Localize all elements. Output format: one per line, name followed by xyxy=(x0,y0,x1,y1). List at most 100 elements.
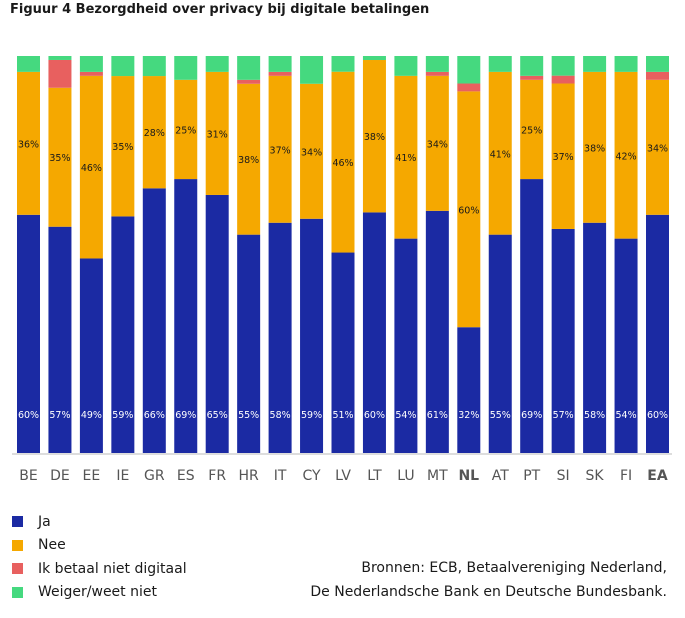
bar-fi-nee xyxy=(614,71,638,239)
x-tick-label-fr: FR xyxy=(208,468,226,484)
bar-ee-ik-betaal-niet-digitaal xyxy=(79,71,103,76)
x-tick-label-be: BE xyxy=(19,468,37,484)
x-tick-label-es: ES xyxy=(177,468,195,484)
bar-lv-ja xyxy=(331,252,355,453)
legend-label-weiger: Weiger/weet niet xyxy=(38,584,157,601)
bar-ea-nee xyxy=(646,79,669,215)
data-label-fi-ja: 54% xyxy=(615,410,636,421)
data-label-nl-ja: 32% xyxy=(458,410,479,421)
data-label-ie-ja: 59% xyxy=(112,410,133,421)
x-tick-label-lt: LT xyxy=(367,468,382,484)
bar-gr-nee xyxy=(142,76,166,189)
data-label-ee-ja: 49% xyxy=(81,410,102,421)
data-label-hr-ja: 55% xyxy=(238,410,259,421)
legend-label-niet-digitaal: Ik betaal niet digitaal xyxy=(38,560,187,577)
bar-at-ja xyxy=(488,234,512,453)
bar-ie-nee xyxy=(111,76,135,217)
bar-it-weiger-weet-niet xyxy=(268,56,292,72)
x-tick-label-sk: SK xyxy=(586,468,605,484)
bar-nl-weiger-weet-niet xyxy=(457,56,481,84)
data-label-si-ja: 57% xyxy=(553,410,574,421)
x-tick-label-cy: CY xyxy=(303,468,322,484)
data-label-it-nee: 37% xyxy=(270,145,291,156)
legend-item-nee: Nee xyxy=(12,534,187,558)
data-label-it-ja: 58% xyxy=(270,410,291,421)
bar-pt-nee xyxy=(520,79,544,180)
data-label-gr-ja: 66% xyxy=(144,410,165,421)
bar-ea-ik-betaal-niet-digitaal xyxy=(646,71,669,80)
bar-mt-ja xyxy=(425,210,449,453)
bar-pt-ik-betaal-niet-digitaal xyxy=(520,75,544,80)
x-tick-label-nl: NL xyxy=(458,468,479,484)
data-label-ee-nee: 46% xyxy=(81,163,102,174)
bar-cy-ja xyxy=(300,218,324,453)
bar-de-weiger-weet-niet xyxy=(48,56,72,60)
bar-de-ja xyxy=(48,226,72,453)
bar-hr-weiger-weet-niet xyxy=(237,56,261,80)
bar-nl-ja xyxy=(457,327,481,453)
bar-hr-nee xyxy=(237,83,261,235)
bar-lv-weiger-weet-niet xyxy=(331,56,355,72)
stacked-bar-chart: 60% 36% 57% 35% 49% 46% 59% 35% 66% 28% 69% 25% 65% 3… xyxy=(12,56,672,484)
data-label-ea-ja: 60% xyxy=(647,410,668,421)
bar-nl-nee xyxy=(457,91,481,328)
legend-swatch-ja xyxy=(12,516,23,528)
bar-ee-ja xyxy=(79,258,103,453)
bar-fi-weiger-weet-niet xyxy=(614,56,638,72)
bar-be-ja xyxy=(17,214,40,453)
bar-fr-weiger-weet-niet xyxy=(205,56,229,72)
bar-fi-ja xyxy=(614,238,638,453)
data-label-cy-nee: 34% xyxy=(301,147,322,158)
chart-title: Figuur 4 Bezorgdheid over privacy bij di… xyxy=(10,2,430,17)
data-label-be-nee: 36% xyxy=(18,139,39,150)
bar-si-weiger-weet-niet xyxy=(551,56,575,76)
bar-sk-nee xyxy=(583,71,607,223)
bar-lu-ja xyxy=(394,238,418,453)
data-label-fi-nee: 42% xyxy=(615,151,636,162)
bar-ie-ja xyxy=(111,216,135,453)
bar-lt-ja xyxy=(362,212,386,453)
data-label-sk-ja: 58% xyxy=(584,410,605,421)
data-label-lu-ja: 54% xyxy=(395,410,416,421)
legend-item-ja: Ja xyxy=(12,510,187,534)
bar-lv-nee xyxy=(331,71,355,253)
legend-swatch-weiger xyxy=(12,586,23,598)
bar-nl-ik-betaal-niet-digitaal xyxy=(457,83,481,92)
bar-lu-weiger-weet-niet xyxy=(394,56,418,76)
bar-mt-weiger-weet-niet xyxy=(425,56,449,72)
x-tick-label-ee: EE xyxy=(83,468,101,484)
x-tick-label-ie: IE xyxy=(116,468,129,484)
x-tick-label-hr: HR xyxy=(239,468,260,484)
bar-ea-weiger-weet-niet xyxy=(646,56,669,72)
x-tick-label-mt: MT xyxy=(427,468,448,484)
bar-mt-nee xyxy=(425,75,449,211)
bar-fr-ja xyxy=(205,194,229,453)
x-tick-label-gr: GR xyxy=(144,468,165,484)
data-label-lu-nee: 41% xyxy=(395,153,416,164)
legend-item-weiger: Weiger/weet niet xyxy=(12,581,187,605)
x-tick-label-fi: FI xyxy=(620,468,632,484)
data-label-pt-nee: 25% xyxy=(521,125,542,136)
bar-gr-ja xyxy=(142,188,166,454)
data-label-fr-ja: 65% xyxy=(207,410,228,421)
data-label-at-ja: 55% xyxy=(490,410,511,421)
x-tick-label-at: AT xyxy=(492,468,509,484)
data-label-be-ja: 60% xyxy=(18,410,39,421)
bar-cy-weiger-weet-niet xyxy=(300,56,324,84)
bar-it-ik-betaal-niet-digitaal xyxy=(268,71,292,76)
source-note: Bronnen: ECB, Betaalvereniging Nederland… xyxy=(310,557,667,604)
x-tick-labels-group: BE DE EE IE GR ES FR HR IT CY LV LT LU MT NL AT PT SI SK FI… xyxy=(19,468,668,484)
data-label-ea-nee: 34% xyxy=(647,143,668,154)
bar-hr-ja xyxy=(237,234,261,453)
data-label-lt-ja: 60% xyxy=(364,410,385,421)
bar-lt-weiger-weet-niet xyxy=(362,56,386,61)
bar-lu-nee xyxy=(394,75,418,239)
bar-ea-ja xyxy=(646,214,669,453)
data-label-si-nee: 37% xyxy=(553,152,574,163)
legend-label-nee: Nee xyxy=(38,537,66,554)
data-label-fr-nee: 31% xyxy=(207,129,228,140)
bar-pt-weiger-weet-niet xyxy=(520,56,544,76)
data-label-mt-nee: 34% xyxy=(427,139,448,150)
data-label-de-ja: 57% xyxy=(49,410,70,421)
data-label-pt-ja: 69% xyxy=(521,410,542,421)
